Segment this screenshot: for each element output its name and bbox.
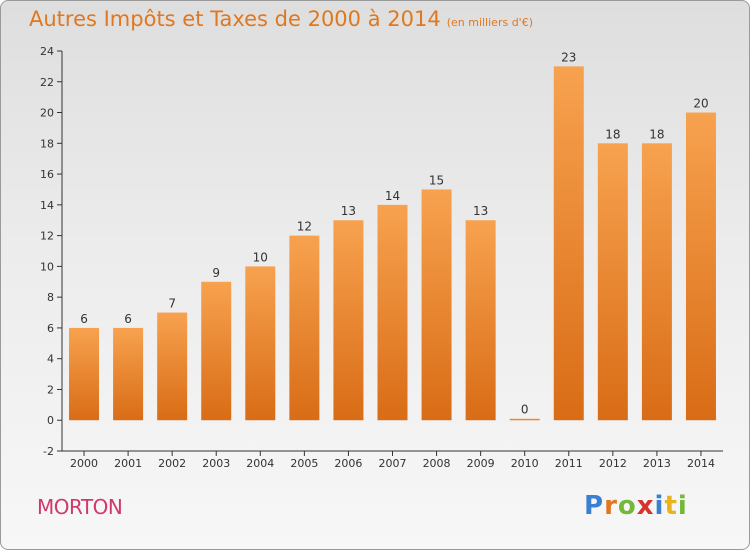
- proxiti-logo: Proxiti: [584, 491, 688, 521]
- y-tick-label: 22: [40, 76, 54, 89]
- bar: [377, 204, 408, 421]
- chart-title: Autres Impôts et Taxes de 2000 à 2014 (en…: [29, 7, 533, 31]
- bar: [333, 220, 364, 421]
- bar: [157, 312, 188, 421]
- bar: [641, 143, 672, 421]
- x-tick-label: 2006: [334, 457, 362, 470]
- data-label: 20: [693, 97, 708, 111]
- data-label: 23: [561, 50, 576, 64]
- bar: [421, 189, 452, 421]
- y-tick-label: 20: [40, 107, 54, 120]
- bar: [289, 235, 320, 421]
- data-label: 6: [80, 312, 88, 326]
- data-label: 14: [385, 189, 400, 203]
- bar: [69, 327, 100, 421]
- logo-letter: P: [584, 491, 605, 521]
- data-label: 18: [605, 127, 620, 141]
- x-tick-label: 2012: [599, 457, 627, 470]
- x-tick-label: 2004: [246, 457, 274, 470]
- data-label: 0: [521, 403, 529, 417]
- x-tick-label: 2009: [467, 457, 495, 470]
- data-label: 18: [649, 127, 664, 141]
- bar: [245, 266, 276, 421]
- x-tick-label: 2002: [158, 457, 186, 470]
- data-label: 6: [124, 312, 132, 326]
- data-label: 15: [429, 173, 444, 187]
- logo-letter: r: [604, 491, 618, 521]
- y-tick-label: 8: [47, 291, 54, 304]
- bar: [113, 327, 144, 421]
- data-label: 10: [253, 250, 268, 264]
- data-label: 13: [341, 204, 356, 218]
- y-tick-label: 14: [40, 199, 54, 212]
- y-tick-label: 16: [40, 168, 54, 181]
- bar: [685, 112, 716, 421]
- x-tick-label: 2007: [379, 457, 407, 470]
- logo-letter: t: [664, 491, 678, 521]
- x-tick-label: 2010: [511, 457, 539, 470]
- x-tick-label: 2000: [70, 457, 98, 470]
- data-label: 9: [212, 266, 220, 280]
- logo-letter: o: [617, 491, 637, 521]
- chart-title-text: Autres Impôts et Taxes de 2000 à 2014: [29, 7, 441, 31]
- logo-letter: i: [654, 491, 665, 521]
- x-tick-label: 2008: [423, 457, 451, 470]
- commune-name: MORTON: [37, 495, 123, 519]
- chart-unit: (en milliers d'€): [446, 16, 533, 29]
- x-tick-label: 2011: [555, 457, 583, 470]
- y-tick-label: 0: [47, 414, 54, 427]
- y-tick-label: 24: [40, 45, 54, 58]
- bar: [509, 418, 540, 421]
- y-tick-label: 12: [40, 230, 54, 243]
- y-tick-label: 4: [47, 353, 54, 366]
- y-tick-label: 10: [40, 260, 54, 273]
- data-label: 12: [297, 220, 312, 234]
- x-tick-label: 2003: [202, 457, 230, 470]
- logo-letter: i: [677, 491, 688, 521]
- logo-letter: x: [636, 491, 655, 521]
- bar: [465, 220, 496, 421]
- data-label: 13: [473, 204, 488, 218]
- bar: [597, 143, 628, 421]
- bar: [201, 281, 232, 421]
- x-tick-label: 2013: [643, 457, 671, 470]
- x-tick-label: 2001: [114, 457, 142, 470]
- y-tick-label: -2: [43, 445, 54, 458]
- bar: [553, 66, 584, 421]
- data-label: 7: [168, 297, 176, 311]
- x-tick-label: 2005: [290, 457, 318, 470]
- y-tick-label: 2: [47, 383, 54, 396]
- x-tick-label: 2014: [687, 457, 715, 470]
- y-tick-label: 18: [40, 137, 54, 150]
- y-tick-label: 6: [47, 322, 54, 335]
